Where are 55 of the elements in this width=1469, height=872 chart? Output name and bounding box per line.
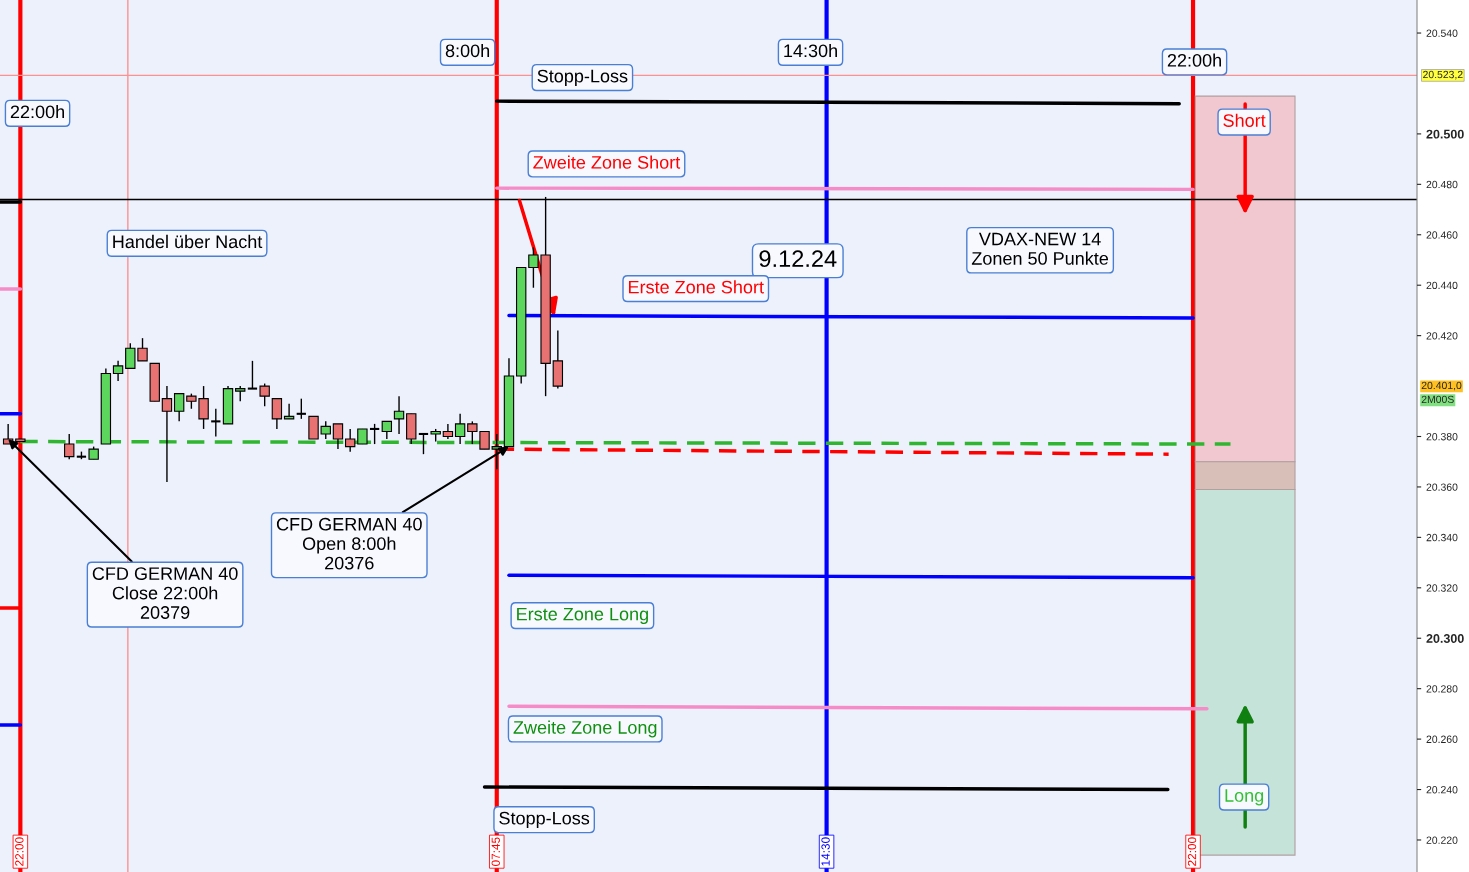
annotation: 9.12.24 [759,250,837,268]
candlestick [161,385,173,483]
candlestick [368,423,381,445]
y-tick-label: 20.320 [1426,584,1458,592]
annotation: Zweite Zone Short [533,155,681,169]
annotation: 14:30h [784,43,837,58]
annotation: Erste Zone Long [517,607,648,625]
x-tick-label: 14:30 [821,837,830,866]
ref-line-label: 20.523,2 [1423,70,1463,80]
y-tick-label: 20.260 [1426,735,1458,743]
x-tick-label: 07:45 [491,837,500,866]
candlestick [259,382,270,407]
y-tick-label: 20.480 [1426,180,1458,189]
y-tick-label: 20.280 [1426,685,1458,693]
candlestick [246,360,259,390]
annotation: Stopp-Loss [537,69,628,87]
candlestick [283,403,295,420]
candlestick [344,428,356,453]
annotation: Erste Zone Short [628,280,764,294]
x-tick-label: 22:00 [15,837,24,866]
y-tick-label: 20.500 [1426,129,1464,139]
annotation: 22:00h [10,104,64,119]
y-tick-label: 20.420 [1426,332,1458,340]
text: 2M00S [1421,395,1454,404]
annotation: Zweite Zone Long [513,720,657,738]
candlestick [332,423,344,450]
candlestick [295,397,307,420]
y-tick-label: 20.540 [1426,29,1458,37]
annotation: 22:00h [1167,53,1221,67]
candlestick [454,413,466,445]
annotation: 8:00h [445,43,490,58]
annotation: CFD GERMAN 40 Open 8:00h 20376 [276,517,422,570]
y-tick-label: 20.380 [1426,433,1458,441]
text: 20.401,0 [1421,381,1462,391]
annotation: Short [1223,113,1266,127]
candlestick [173,392,185,423]
candlestick [64,433,75,460]
candlestick [417,432,430,455]
x-tick-label: 22:00 [1187,837,1197,866]
y-tick-label: 20.440 [1426,281,1458,290]
annotation: VDAX-NEW 14 Zonen 50 Punkte [971,232,1109,265]
annotation: Handel über Nacht [113,234,263,249]
y-tick-label: 20.460 [1426,231,1458,239]
annotation: Stopp-Loss [499,811,590,829]
annotation: Long [1225,789,1264,806]
y-tick-label: 20.300 [1426,634,1464,643]
candlestick [112,360,124,382]
y-tick-label: 20.340 [1426,533,1458,542]
candlestick [271,397,283,430]
candlestick [210,408,222,438]
y-tick-label: 20.220 [1426,836,1458,844]
y-tick-label: 20.360 [1426,483,1458,491]
annotation: CFD GERMAN 40 Close 22:00h 20379 [92,567,238,619]
y-tick-label: 20.240 [1426,786,1458,794]
candlestick [393,395,405,435]
